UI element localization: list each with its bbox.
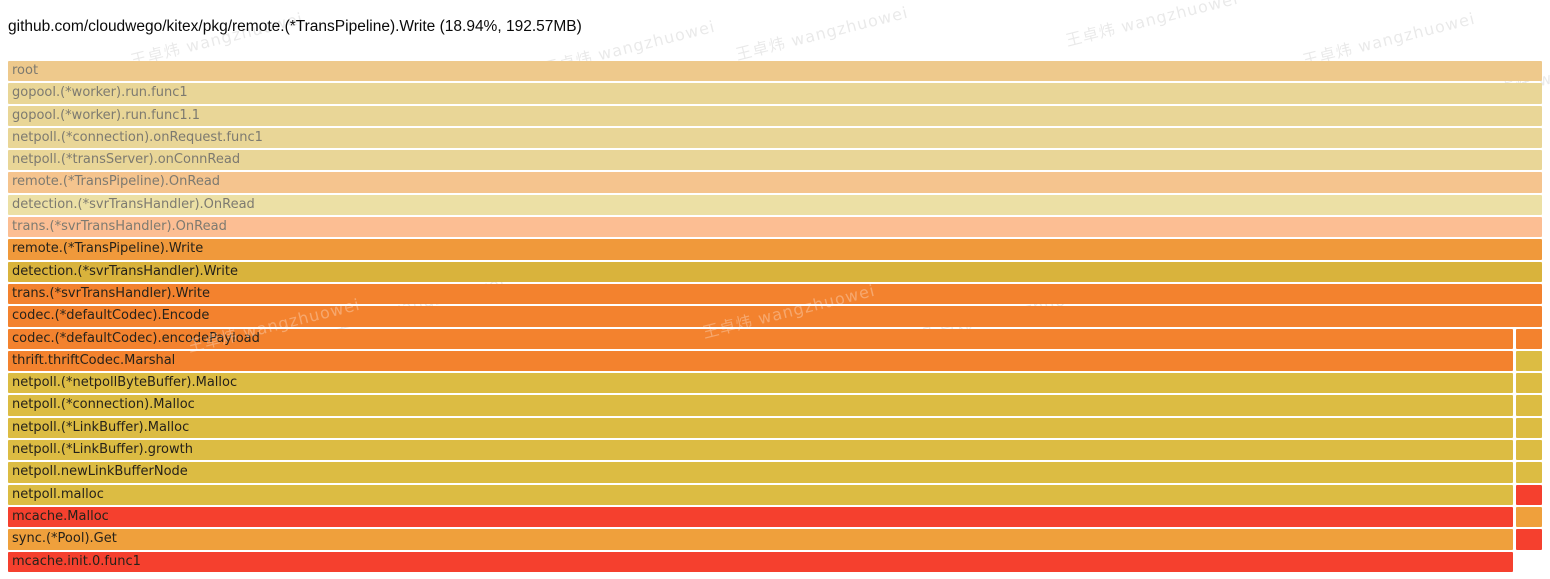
flame-frame-narrow[interactable]	[1516, 484, 1542, 505]
flame-frame-narrow[interactable]	[1516, 506, 1542, 528]
flame-frame[interactable]: remote.(*TransPipeline).OnRead	[8, 172, 1542, 193]
frame-label: sync.(*Pool).Get	[12, 531, 117, 547]
flame-row: remote.(*TransPipeline).OnRead	[8, 172, 1542, 193]
watermark-text: 王卓炜 wangzhuowei	[1063, 0, 1241, 51]
flame-frame[interactable]: netpoll.(*LinkBuffer).Malloc	[8, 417, 1513, 439]
flame-frame[interactable]: detection.(*svrTransHandler).Write	[8, 261, 1542, 282]
frame-label: trans.(*svrTransHandler).Write	[12, 285, 211, 301]
flame-row: sync.(*Pool).Get	[8, 529, 1542, 550]
frame-label: codec.(*defaultCodec).Encode	[12, 308, 210, 324]
flame-frame[interactable]: sync.(*Pool).Get	[8, 529, 1513, 550]
flame-row: mcache.Malloc	[8, 506, 1542, 528]
flame-row: netpoll.(*LinkBuffer).growth	[8, 440, 1542, 461]
flame-frame[interactable]: netpoll.(*netpollByteBuffer).Malloc	[8, 373, 1513, 394]
frame-label: root	[12, 63, 39, 78]
frame-label: netpoll.(*transServer).onConnRead	[12, 152, 241, 168]
flame-frame[interactable]: codec.(*defaultCodec).Encode	[8, 306, 1542, 327]
frame-label: codec.(*defaultCodec).encodePayload	[12, 330, 260, 346]
frame-label: detection.(*svrTransHandler).Write	[12, 263, 238, 279]
flame-frame-narrow[interactable]	[1516, 462, 1542, 483]
frame-label: remote.(*TransPipeline).OnRead	[12, 174, 221, 190]
frame-label: netpoll.(*LinkBuffer).Malloc	[12, 419, 190, 435]
flame-row: thrift.thriftCodec.Marshal	[8, 350, 1542, 372]
flame-frame-narrow[interactable]	[1516, 440, 1542, 461]
flame-row: mcache.init.0.func1	[8, 551, 1542, 572]
frame-label: netpoll.newLinkBufferNode	[12, 464, 188, 480]
flame-row: trans.(*svrTransHandler).Write	[8, 283, 1542, 305]
frame-label: mcache.Malloc	[12, 508, 109, 524]
flame-row: gopool.(*worker).run.func1.1	[8, 105, 1542, 126]
flame-frame-narrow[interactable]	[1516, 350, 1542, 372]
flame-row: netpoll.(*transServer).onConnRead	[8, 150, 1542, 171]
flame-row: detection.(*svrTransHandler).OnRead	[8, 194, 1542, 216]
flame-row: trans.(*svrTransHandler).OnRead	[8, 217, 1542, 238]
flame-frame[interactable]: netpoll.(*LinkBuffer).growth	[8, 440, 1513, 461]
flame-frame[interactable]: netpoll.newLinkBufferNode	[8, 462, 1513, 483]
flame-frame[interactable]: netpoll.malloc	[8, 484, 1513, 505]
frame-label: netpoll.(*netpollByteBuffer).Malloc	[12, 375, 238, 391]
flame-frame[interactable]: detection.(*svrTransHandler).OnRead	[8, 194, 1542, 216]
watermark-text: 王卓炜 wangzhuowei	[733, 2, 911, 65]
frame-label: detection.(*svrTransHandler).OnRead	[12, 196, 255, 212]
flame-row: netpoll.(*netpollByteBuffer).Malloc	[8, 373, 1542, 394]
flame-row: gopool.(*worker).run.func1	[8, 83, 1542, 104]
flame-frame[interactable]: gopool.(*worker).run.func1.1	[8, 105, 1542, 126]
flame-frame[interactable]: codec.(*defaultCodec).encodePayload	[8, 328, 1513, 349]
flame-row: codec.(*defaultCodec).Encode	[8, 306, 1542, 327]
flamegraph: root gopool.(*worker).run.func1 gopool.(*w…	[8, 61, 1542, 574]
flame-row: remote.(*TransPipeline).Write	[8, 239, 1542, 260]
flame-frame[interactable]: netpoll.(*connection).Malloc	[8, 395, 1513, 416]
flame-frame[interactable]: trans.(*svrTransHandler).Write	[8, 283, 1542, 305]
flame-frame[interactable]: mcache.init.0.func1	[8, 551, 1513, 572]
flame-row: netpoll.(*LinkBuffer).Malloc	[8, 417, 1542, 439]
flame-row: netpoll.newLinkBufferNode	[8, 462, 1542, 483]
frame-label: netpoll.(*connection).onRequest.func1	[12, 129, 263, 145]
flame-frame-narrow[interactable]	[1516, 328, 1542, 349]
frame-label: netpoll.(*LinkBuffer).growth	[12, 442, 193, 458]
frame-label: netpoll.malloc	[12, 486, 104, 502]
flame-row: codec.(*defaultCodec).encodePayload	[8, 328, 1542, 349]
frame-label: remote.(*TransPipeline).Write	[12, 241, 204, 257]
frame-label: gopool.(*worker).run.func1.1	[12, 107, 201, 123]
selected-frame-info: github.com/cloudwego/kitex/pkg/remote.(*…	[8, 18, 582, 35]
flame-row: root	[8, 61, 1542, 82]
flame-frame-narrow[interactable]	[1516, 395, 1542, 416]
flame-frame[interactable]: mcache.Malloc	[8, 506, 1513, 528]
flame-frame-narrow[interactable]	[1516, 417, 1542, 439]
flame-frame[interactable]: trans.(*svrTransHandler).OnRead	[8, 217, 1542, 238]
flame-frame[interactable]: root	[8, 61, 1542, 82]
flame-frame[interactable]: netpoll.(*connection).onRequest.func1	[8, 127, 1542, 149]
flame-frame[interactable]: netpoll.(*transServer).onConnRead	[8, 150, 1542, 171]
frame-label: netpoll.(*connection).Malloc	[12, 397, 195, 413]
flame-row: detection.(*svrTransHandler).Write	[8, 261, 1542, 282]
frame-label: thrift.thriftCodec.Marshal	[12, 352, 176, 368]
frame-label: trans.(*svrTransHandler).OnRead	[12, 219, 227, 235]
flame-row: netpoll.malloc	[8, 484, 1542, 505]
flame-frame[interactable]: gopool.(*worker).run.func1	[8, 83, 1542, 104]
flame-frame[interactable]: thrift.thriftCodec.Marshal	[8, 350, 1513, 372]
frame-label: gopool.(*worker).run.func1	[12, 85, 188, 101]
flame-row: netpoll.(*connection).onRequest.func1	[8, 127, 1542, 149]
flame-frame[interactable]: remote.(*TransPipeline).Write	[8, 239, 1542, 260]
frame-label: mcache.init.0.func1	[12, 553, 141, 569]
flame-row: netpoll.(*connection).Malloc	[8, 395, 1542, 416]
flame-frame-narrow[interactable]	[1516, 529, 1542, 550]
flame-frame-narrow[interactable]	[1516, 373, 1542, 394]
